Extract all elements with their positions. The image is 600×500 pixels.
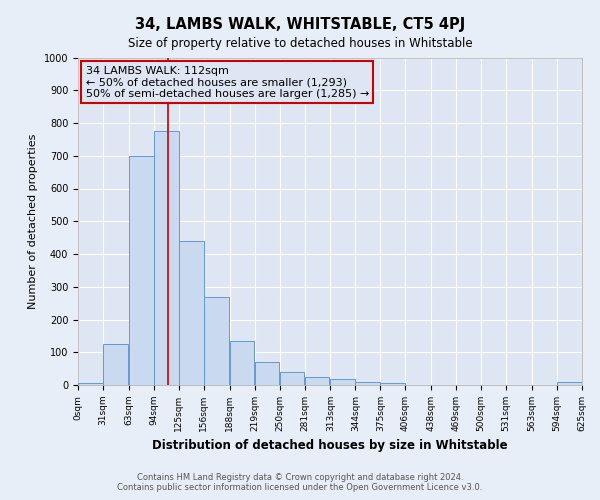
Text: 34 LAMBS WALK: 112sqm
← 50% of detached houses are smaller (1,293)
50% of semi-d: 34 LAMBS WALK: 112sqm ← 50% of detached … <box>86 66 369 99</box>
Bar <box>331 379 355 385</box>
X-axis label: Distribution of detached houses by size in Whitstable: Distribution of detached houses by size … <box>152 440 508 452</box>
Bar <box>305 377 329 385</box>
Bar <box>280 372 304 385</box>
Bar <box>230 341 254 385</box>
Bar <box>557 382 582 385</box>
Y-axis label: Number of detached properties: Number of detached properties <box>28 134 38 309</box>
Bar <box>380 384 405 385</box>
Bar <box>103 344 128 385</box>
Bar <box>154 131 179 385</box>
Bar <box>129 156 154 385</box>
Bar <box>179 241 203 385</box>
Bar <box>355 382 380 385</box>
Bar <box>78 384 103 385</box>
Bar <box>204 296 229 385</box>
Text: Size of property relative to detached houses in Whitstable: Size of property relative to detached ho… <box>128 38 472 51</box>
Text: 34, LAMBS WALK, WHITSTABLE, CT5 4PJ: 34, LAMBS WALK, WHITSTABLE, CT5 4PJ <box>135 18 465 32</box>
Text: Contains HM Land Registry data © Crown copyright and database right 2024.
Contai: Contains HM Land Registry data © Crown c… <box>118 473 482 492</box>
Bar <box>254 362 280 385</box>
